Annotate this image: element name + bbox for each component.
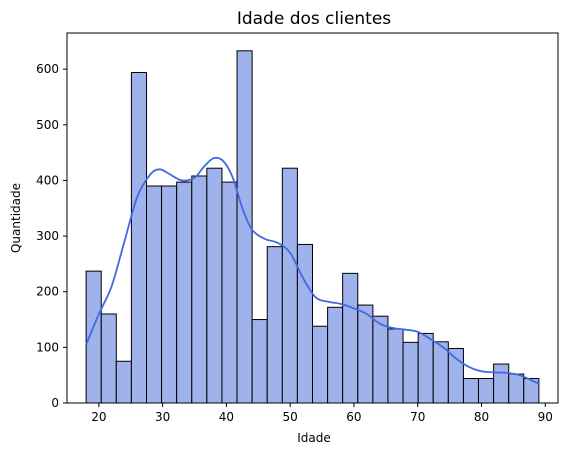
histogram-bar [357, 304, 374, 404]
y-tick-label: 0 [51, 396, 59, 410]
x-tick-label: 40 [219, 410, 234, 424]
histogram-bar [161, 185, 178, 404]
x-tick-label: 50 [283, 410, 298, 424]
histogram-bar [266, 246, 283, 404]
chart-title: Idade dos clientes [237, 9, 391, 29]
bars-layer [85, 50, 540, 404]
histogram-bar [251, 319, 268, 404]
histogram-bar [477, 378, 495, 404]
histogram-bar [191, 175, 208, 404]
x-tick-label: 80 [474, 410, 489, 424]
histogram-bar [130, 72, 148, 404]
histogram-bar [432, 341, 449, 404]
histogram-bar [493, 363, 510, 404]
histogram-bar [462, 378, 479, 404]
histogram-bar [417, 332, 434, 404]
x-tick-label: 90 [538, 410, 553, 424]
y-tick-label: 200 [36, 285, 59, 299]
x-axis-ticks: 20 30 40 50 60 70 80 90 [91, 403, 553, 424]
histogram-bar [342, 272, 359, 404]
plot-frame [66, 32, 559, 404]
histogram-bar [508, 373, 525, 404]
histogram-bar [402, 341, 419, 404]
histogram-bar [115, 360, 132, 404]
histogram-bar [327, 306, 344, 404]
x-tick-label: 60 [346, 410, 361, 424]
histogram-bar [387, 328, 404, 404]
histogram-bar [206, 167, 223, 404]
y-axis-ticks: 0 100 200 300 400 500 600 [36, 62, 67, 410]
y-tick-label: 500 [36, 118, 59, 132]
x-axis-label: Idade [297, 431, 331, 445]
x-tick-label: 70 [410, 410, 425, 424]
histogram-bar [221, 181, 238, 404]
histogram-bar [281, 167, 298, 404]
x-tick-label: 30 [155, 410, 170, 424]
kde-line [85, 156, 540, 385]
y-tick-label: 600 [36, 62, 59, 76]
histogram-bar [312, 325, 329, 404]
y-tick-label: 400 [36, 173, 59, 187]
histogram-bar [176, 181, 193, 404]
histogram-bar [447, 347, 464, 404]
histogram-bar [372, 315, 389, 404]
histogram-bar [296, 243, 313, 404]
y-tick-label: 300 [36, 229, 59, 243]
x-tick-label: 20 [91, 410, 106, 424]
y-tick-label: 100 [36, 340, 59, 354]
histogram-bar [100, 313, 117, 404]
histogram-bar [146, 185, 163, 404]
y-axis-label: Quantidade [9, 183, 23, 253]
kde-layer [85, 156, 540, 385]
